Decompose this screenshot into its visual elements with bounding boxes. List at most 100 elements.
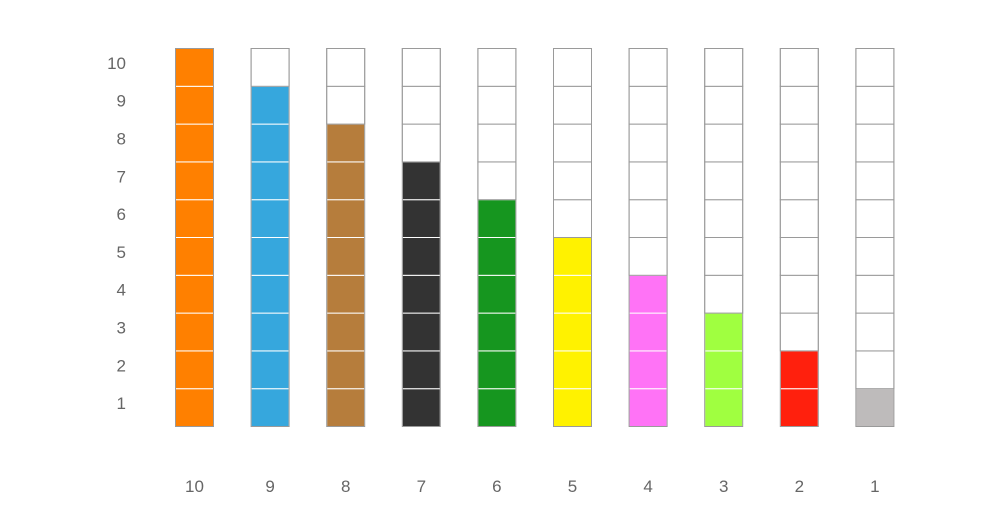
bar-cell-filled	[477, 199, 517, 238]
bar-cell-filled	[326, 123, 366, 163]
bar-cell-empty	[628, 85, 668, 125]
bar-cell-filled	[553, 274, 592, 314]
bar-cell-empty	[704, 199, 744, 238]
bar-cell-filled	[326, 312, 366, 352]
bar-cell-filled	[175, 123, 214, 163]
y-tick-label: 9	[117, 92, 126, 111]
bar-cell-empty	[553, 123, 592, 163]
bar-cell-filled	[553, 350, 592, 390]
bar-cell-empty	[855, 274, 895, 314]
bar-cell-empty	[704, 274, 744, 314]
bar-cell-empty	[779, 274, 819, 314]
y-axis-tick-labels: 1 2 3 4 5 6 7 8 9 10	[107, 54, 126, 413]
bar-cell-filled	[250, 161, 290, 201]
bar-cell-empty	[855, 161, 895, 201]
bar-cell-filled	[175, 274, 214, 314]
bar-cell-empty	[477, 161, 517, 201]
bar-cell-empty	[326, 48, 366, 87]
x-tick-label: 5	[568, 477, 577, 496]
x-tick-label: 3	[719, 477, 728, 496]
bar-cell-filled	[628, 350, 668, 390]
bar-column-5	[553, 48, 592, 428]
bar-column-9	[250, 48, 290, 428]
bar-cell-empty	[628, 199, 668, 238]
bar-cell-empty	[704, 48, 744, 87]
bar-cell-filled	[855, 388, 895, 428]
y-tick-label: 4	[117, 281, 126, 300]
bar-cell-filled	[250, 312, 290, 352]
y-tick-label: 6	[117, 205, 126, 224]
bar-cell-filled	[477, 274, 517, 314]
bar-cell-filled	[704, 350, 744, 390]
bar-cell-filled	[250, 237, 290, 276]
bar-column-outline	[250, 48, 290, 427]
bar-cell-filled	[250, 199, 290, 238]
bar-cell-empty	[704, 237, 744, 276]
bar-cell-empty	[477, 85, 517, 125]
bar-column-outline	[326, 48, 366, 427]
bar-column-6	[477, 48, 517, 428]
bar-column-3	[704, 48, 744, 428]
bar-column-outline	[477, 48, 517, 427]
bar-cell-filled	[175, 237, 214, 276]
bar-cell-empty	[779, 199, 819, 238]
bar-column-8	[326, 48, 366, 428]
bar-cell-empty	[779, 48, 819, 87]
bar-column-10	[175, 48, 214, 428]
bar-cell-empty	[401, 48, 441, 87]
x-tick-label: 6	[492, 477, 501, 496]
bar-cell-filled	[326, 199, 366, 238]
bar-column-outline	[779, 48, 819, 427]
bar-column-2	[779, 48, 819, 428]
bar-cell-filled	[628, 274, 668, 314]
bar-cell-empty	[628, 48, 668, 87]
bar-column-outline	[704, 48, 744, 427]
bar-cell-filled	[704, 388, 744, 428]
y-tick-label: 5	[117, 243, 126, 262]
bar-cell-filled	[175, 388, 214, 428]
bar-cell-empty	[477, 123, 517, 163]
bar-cell-filled	[477, 237, 517, 276]
bar-cell-filled	[477, 388, 517, 428]
bar-cell-empty	[779, 312, 819, 352]
bar-cell-empty	[553, 199, 592, 238]
bar-column-outline	[553, 48, 592, 427]
y-tick-label: 2	[117, 356, 126, 375]
bar-cell-empty	[779, 85, 819, 125]
bar-cell-filled	[250, 388, 290, 428]
bar-cell-filled	[175, 312, 214, 352]
bar-cell-empty	[553, 161, 592, 201]
bar-cell-empty	[553, 85, 592, 125]
bar-column-1	[855, 48, 895, 428]
bar-column-outline	[401, 48, 441, 427]
bar-cell-filled	[250, 274, 290, 314]
bar-cell-filled	[553, 237, 592, 276]
bar-cell-filled	[326, 274, 366, 314]
bar-cell-empty	[628, 123, 668, 163]
bar-cell-filled	[704, 312, 744, 352]
bar-cell-filled	[326, 388, 366, 428]
bar-cell-empty	[855, 48, 895, 87]
x-tick-label: 8	[341, 477, 350, 496]
y-tick-label: 8	[117, 129, 126, 148]
bar-cell-empty	[326, 85, 366, 125]
bar-cell-filled	[779, 388, 819, 428]
x-tick-label: 9	[265, 477, 274, 496]
bar-column-outline	[175, 48, 214, 427]
bar-cell-filled	[779, 350, 819, 390]
bar-column-outline	[855, 48, 895, 427]
bar-cell-empty	[628, 237, 668, 276]
bar-cell-filled	[401, 350, 441, 390]
bar-cell-filled	[250, 85, 290, 125]
bar-cell-filled	[250, 123, 290, 163]
bar-cell-empty	[779, 161, 819, 201]
x-tick-label: 2	[795, 477, 804, 496]
bar-cell-filled	[326, 161, 366, 201]
bar-column-4	[628, 48, 668, 428]
bar-cell-empty	[401, 85, 441, 125]
bar-cell-filled	[628, 388, 668, 428]
x-tick-label: 10	[185, 477, 204, 496]
y-tick-label: 10	[107, 54, 126, 73]
x-tick-label: 1	[870, 477, 879, 496]
